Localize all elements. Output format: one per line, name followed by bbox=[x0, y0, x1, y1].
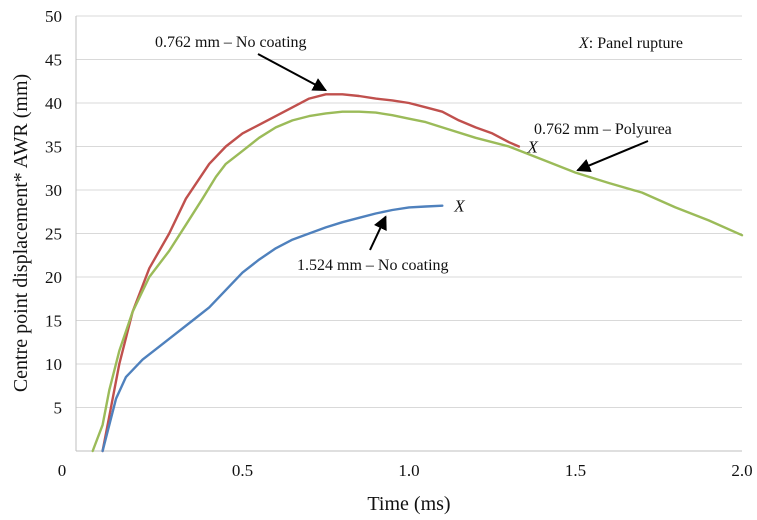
legend-note: X: Panel rupture bbox=[578, 35, 683, 52]
annotations: 0.762 mm – No coating 0.762 mm – Polyurea… bbox=[155, 34, 672, 274]
x-tick-label: 2.0 bbox=[731, 461, 752, 480]
axes bbox=[75, 16, 742, 452]
annotation-arrow bbox=[576, 140, 649, 172]
tick-labels: 5 10 15 20 25 30 35 40 45 50 0 0.5 1.0 1.5 2.0 bbox=[45, 7, 753, 480]
y-tick-label: 45 bbox=[45, 51, 62, 70]
y-tick-label: 35 bbox=[45, 138, 62, 157]
annotation-label: 0.762 mm – No coating bbox=[155, 34, 307, 51]
rupture-mark: X bbox=[527, 138, 539, 157]
y-tick-label: 5 bbox=[54, 399, 63, 418]
rupture-mark: X bbox=[453, 197, 465, 216]
x-tick-label: 1.5 bbox=[565, 461, 586, 480]
y-tick-label: 20 bbox=[45, 268, 62, 287]
y-tick-label: 10 bbox=[45, 355, 62, 374]
rupture-marks: XX bbox=[453, 138, 538, 216]
y-tick-label: 15 bbox=[45, 312, 62, 331]
legend-note-symbol: X bbox=[578, 35, 590, 52]
x-tick-label: 0.5 bbox=[232, 461, 253, 480]
y-tick-label: 50 bbox=[45, 7, 62, 26]
y-tick-label: 30 bbox=[45, 181, 62, 200]
legend-note-text: : Panel rupture bbox=[589, 35, 683, 52]
gridlines bbox=[76, 15, 742, 408]
x-tick-label: 1.0 bbox=[398, 461, 419, 480]
x-tick-label: 0 bbox=[58, 461, 67, 480]
series-line-2 bbox=[91, 110, 744, 453]
x-axis-label: Time (ms) bbox=[367, 493, 450, 515]
y-tick-label: 25 bbox=[45, 225, 62, 244]
y-tick-label: 40 bbox=[45, 94, 62, 113]
series-line-1 bbox=[101, 93, 521, 453]
annotation-arrow bbox=[369, 215, 387, 251]
annotation-arrow bbox=[257, 53, 327, 92]
y-axis-label: Centre point displacement* AWR (mm) bbox=[10, 74, 32, 392]
series-line-3 bbox=[101, 204, 444, 453]
annotation-label: 1.524 mm – No coating bbox=[297, 257, 449, 274]
annotation-label: 0.762 mm – Polyurea bbox=[534, 121, 672, 138]
series-lines bbox=[91, 93, 744, 453]
